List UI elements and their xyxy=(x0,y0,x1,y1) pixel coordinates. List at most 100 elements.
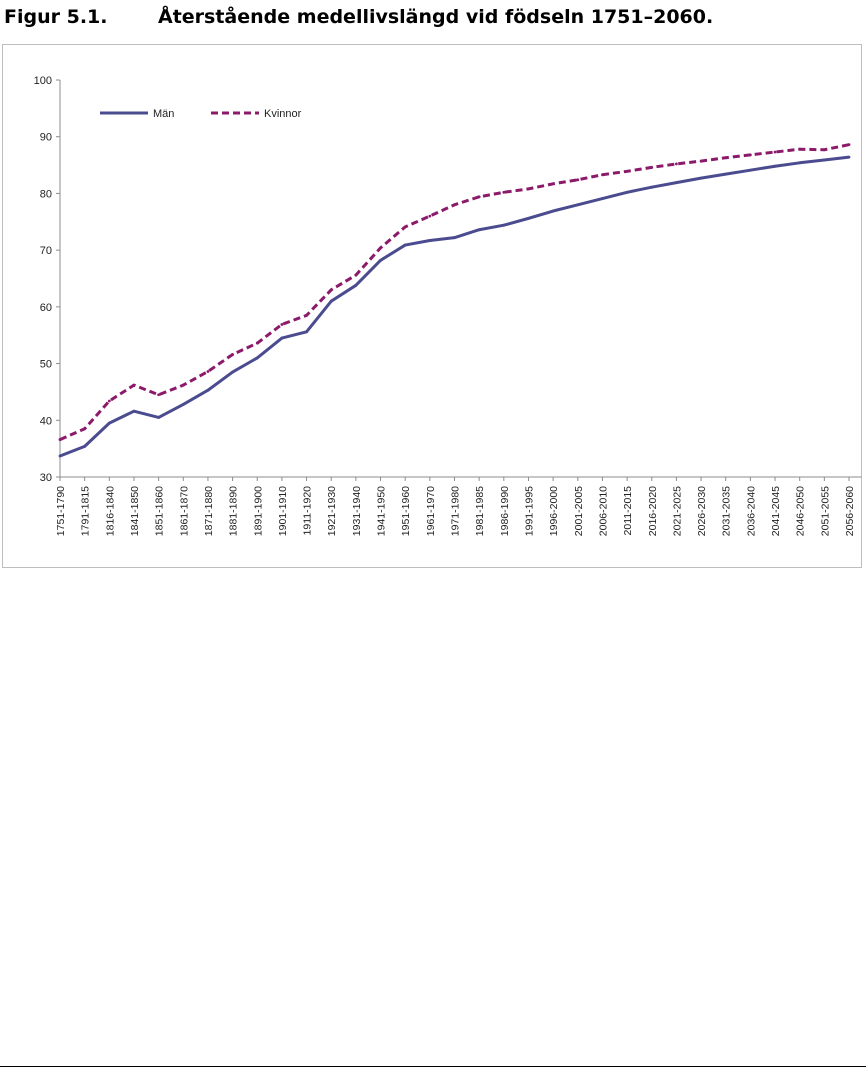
data-point-women xyxy=(822,148,826,152)
data-point-men xyxy=(107,421,111,425)
data-point-men xyxy=(181,403,185,406)
data-point-women xyxy=(798,147,802,151)
data-point-men xyxy=(502,223,506,227)
data-point-men xyxy=(255,356,259,360)
data-point-women xyxy=(305,313,308,317)
x-tick-label: 1751-1790 xyxy=(55,486,67,536)
x-tick-label: 2051-2055 xyxy=(819,486,831,536)
data-point-women xyxy=(83,427,87,431)
x-tick-label: 1996-2000 xyxy=(548,486,560,536)
data-point-men xyxy=(206,388,210,392)
x-tick-label: 2056-2060 xyxy=(844,486,856,536)
x-tick-label: 1921-1930 xyxy=(326,486,338,536)
x-tick-label: 2041-2045 xyxy=(770,486,782,536)
data-point-women xyxy=(477,195,481,199)
x-tick-label: 1961-1970 xyxy=(425,486,437,536)
data-point-men xyxy=(58,454,62,458)
x-tick-label: 1816-1840 xyxy=(104,486,116,536)
data-point-men xyxy=(551,209,555,213)
x-tick-label: 2046-2050 xyxy=(795,486,807,536)
legend-label-men: Män xyxy=(153,108,174,120)
x-tick-label: 1951-1960 xyxy=(400,486,412,536)
data-point-women xyxy=(748,153,752,157)
data-point-women xyxy=(847,143,851,147)
legend-label-women: Kvinnor xyxy=(264,108,302,120)
x-tick-label: 1941-1950 xyxy=(376,486,388,536)
x-tick-label: 1891-1900 xyxy=(252,486,264,536)
x-tick-label: 2001-2005 xyxy=(573,486,585,536)
data-point-women xyxy=(576,178,580,182)
data-point-women xyxy=(132,383,136,387)
figure-caption: Återstående medellivslängd vid födseln 1… xyxy=(158,6,714,28)
series-line-women xyxy=(59,143,850,441)
data-point-women xyxy=(231,353,234,356)
data-point-women xyxy=(280,323,284,326)
data-point-men xyxy=(132,409,136,413)
data-point-women xyxy=(699,159,703,163)
x-tick-label: 1991-1995 xyxy=(523,486,535,536)
data-point-men xyxy=(576,203,580,207)
data-point-men xyxy=(798,161,802,165)
data-point-men xyxy=(305,330,308,334)
data-point-men xyxy=(699,176,703,180)
data-point-women xyxy=(527,187,530,191)
data-point-men xyxy=(83,444,87,448)
series-line-men xyxy=(59,155,850,458)
data-point-men xyxy=(822,158,826,162)
x-tick-label: 1851-1860 xyxy=(154,486,166,536)
y-tick-label: 70 xyxy=(40,245,52,257)
data-point-women xyxy=(650,165,654,169)
x-tick-label: 2026-2030 xyxy=(696,486,708,536)
footer-rule xyxy=(0,1066,866,1067)
data-point-women xyxy=(724,156,728,160)
data-point-women xyxy=(675,162,678,166)
data-point-women xyxy=(255,341,259,345)
x-tick-label: 2031-2035 xyxy=(721,486,733,536)
y-tick-label: 60 xyxy=(40,302,52,314)
x-tick-label: 2006-2010 xyxy=(597,486,609,536)
line-chart: 30 40 50 60 70 80 90 100 1751-1790 1791-1815 1816-… xyxy=(34,75,862,536)
x-tick-label: 2021-2025 xyxy=(671,486,683,536)
data-point-men xyxy=(601,197,604,200)
x-tick-label: 1791-1815 xyxy=(80,486,92,536)
data-point-men xyxy=(280,336,284,340)
chart-frame: 30 40 50 60 70 80 90 100 1751-1790 1791-1815 1816-… xyxy=(2,44,862,568)
x-tick-label: 1871-1880 xyxy=(203,486,215,536)
data-point-women xyxy=(329,288,333,292)
data-point-women xyxy=(551,182,555,186)
y-tick-label: 80 xyxy=(40,188,52,200)
data-point-men xyxy=(625,190,629,194)
data-point-men xyxy=(379,258,382,262)
x-tick-label: 1986-1990 xyxy=(499,486,511,536)
data-point-women xyxy=(206,370,210,373)
data-point-women xyxy=(379,246,382,250)
data-point-women xyxy=(181,383,185,387)
x-tick-label: 1841-1850 xyxy=(129,486,141,536)
y-tick-label: 50 xyxy=(40,359,52,371)
x-tick-label: 1901-1910 xyxy=(277,486,289,536)
x-tick-label: 2011-2015 xyxy=(622,486,634,536)
data-point-women xyxy=(58,438,62,441)
data-point-women xyxy=(625,169,629,173)
y-tick-label: 90 xyxy=(40,132,52,144)
data-point-women xyxy=(601,173,604,177)
x-tick-label: 1861-1870 xyxy=(178,486,190,536)
figure-number: Figur 5.1. xyxy=(4,6,108,28)
data-point-men xyxy=(403,243,407,247)
data-point-men xyxy=(675,181,678,185)
x-tick-label: 1881-1890 xyxy=(228,486,240,536)
data-point-women xyxy=(107,399,111,403)
data-point-men xyxy=(650,185,654,189)
data-point-women xyxy=(453,203,456,207)
data-point-men xyxy=(354,283,358,287)
y-tick-label: 40 xyxy=(40,415,52,427)
data-point-women xyxy=(502,190,506,194)
data-point-men xyxy=(453,236,456,240)
y-tick-label: 100 xyxy=(34,75,52,87)
figure-title: Figur 5.1. Återstående medellivslängd vid… xyxy=(4,6,713,36)
data-point-men xyxy=(428,239,432,242)
data-point-women xyxy=(403,225,407,229)
data-point-women xyxy=(157,393,161,397)
x-tick-label: 2016-2020 xyxy=(647,486,659,536)
y-tick-label: 30 xyxy=(40,472,52,484)
